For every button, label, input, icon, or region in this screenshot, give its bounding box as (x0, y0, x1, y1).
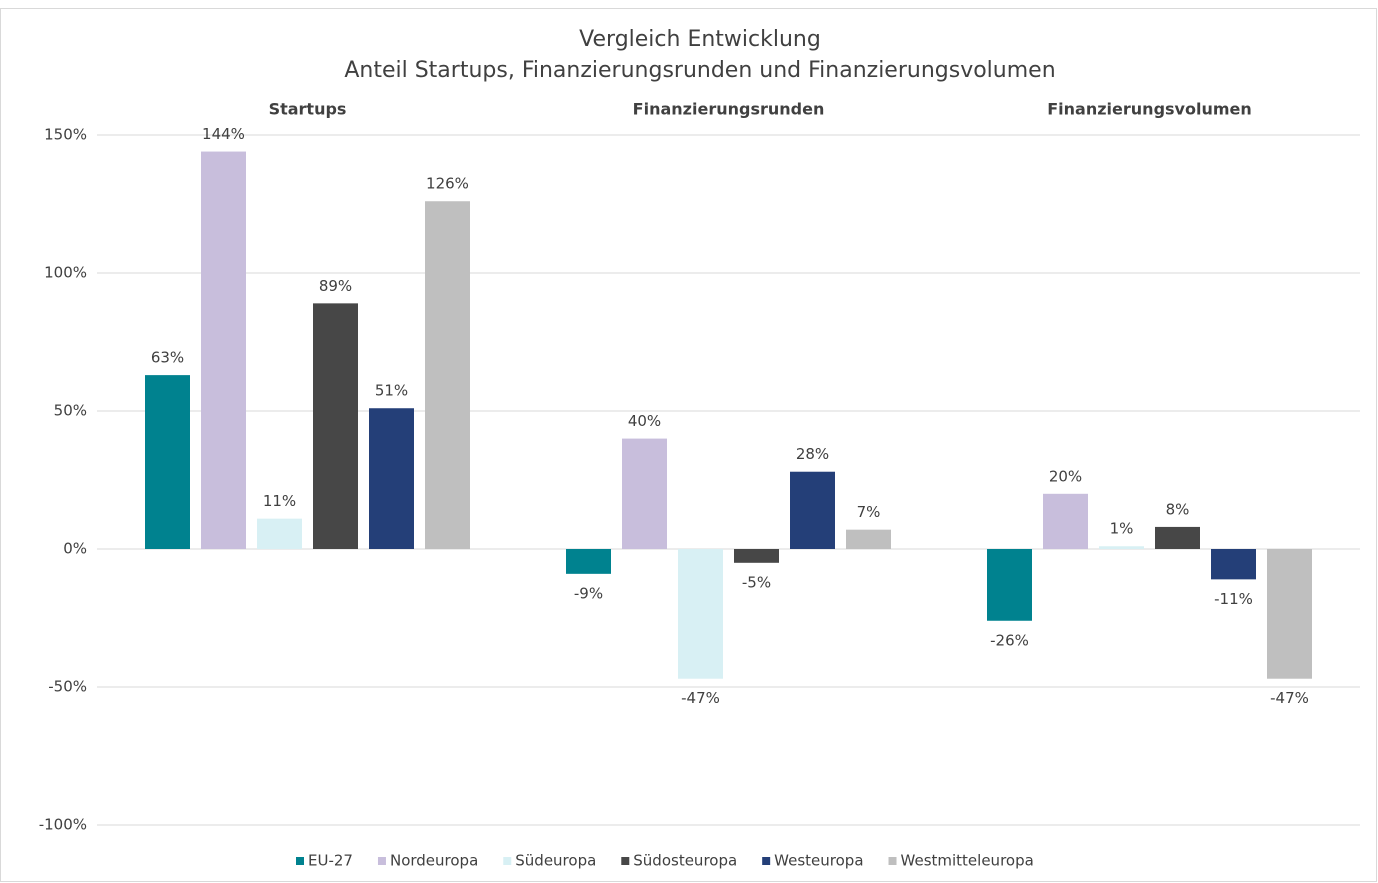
bar (313, 303, 358, 549)
y-tick-label: 50% (54, 402, 87, 420)
category-label: Finanzierungsrunden (633, 100, 825, 119)
legend-label: Südosteuropa (633, 852, 737, 870)
value-label: 126% (426, 175, 469, 193)
value-label: 51% (375, 382, 408, 400)
bar (1099, 546, 1144, 549)
value-label: 8% (1166, 500, 1190, 518)
bar (1043, 493, 1088, 549)
bar (257, 518, 302, 549)
chart-title: Vergleich Entwicklung (579, 27, 821, 52)
value-label: -9% (574, 584, 603, 602)
value-label: 89% (319, 277, 352, 295)
bar (987, 549, 1032, 621)
value-label: 7% (857, 503, 881, 521)
bar (201, 151, 246, 549)
bar (566, 549, 611, 574)
legend-label: Westmitteleuropa (901, 852, 1034, 870)
legend-swatch (296, 857, 304, 865)
value-label: 63% (151, 349, 184, 367)
legend-label: Südeuropa (515, 852, 596, 870)
value-label: -26% (990, 631, 1029, 649)
value-label: 20% (1049, 467, 1082, 485)
value-label: 11% (263, 492, 296, 510)
value-label: -11% (1214, 590, 1253, 608)
legend-swatch (762, 857, 771, 865)
bar (734, 549, 779, 563)
bar (622, 438, 667, 549)
bar (369, 408, 414, 549)
legend-label: Nordeuropa (390, 852, 478, 870)
category-label: Startups (269, 100, 347, 119)
bar (846, 529, 891, 549)
legend-swatch (888, 857, 897, 865)
value-label: -47% (1270, 689, 1309, 707)
bar (1267, 549, 1312, 679)
y-tick-label: 100% (44, 264, 87, 282)
legend-swatch (621, 857, 630, 865)
y-tick-label: 0% (63, 540, 87, 558)
bar (145, 375, 190, 549)
y-tick-label: 150% (44, 126, 87, 144)
value-label: 1% (1110, 520, 1134, 538)
legend-swatch (377, 857, 386, 865)
bar (425, 201, 470, 550)
bar (1155, 526, 1200, 549)
bar (790, 471, 835, 549)
chart-subtitle: Anteil Startups, Finanzierungsrunden und… (344, 58, 1055, 83)
legend-label: EU-27 (308, 852, 353, 870)
bar (678, 549, 723, 679)
value-label: 40% (628, 412, 661, 430)
legend-swatch (503, 857, 512, 865)
value-label: -5% (742, 573, 771, 591)
value-label: 28% (796, 445, 829, 463)
category-label: Finanzierungsvolumen (1047, 100, 1252, 119)
y-tick-label: -100% (39, 816, 87, 834)
legend-label: Westeuropa (774, 852, 863, 870)
y-tick-label: -50% (48, 678, 87, 696)
bar (1211, 549, 1256, 580)
value-label: -47% (681, 689, 720, 707)
value-label: 144% (202, 125, 245, 143)
